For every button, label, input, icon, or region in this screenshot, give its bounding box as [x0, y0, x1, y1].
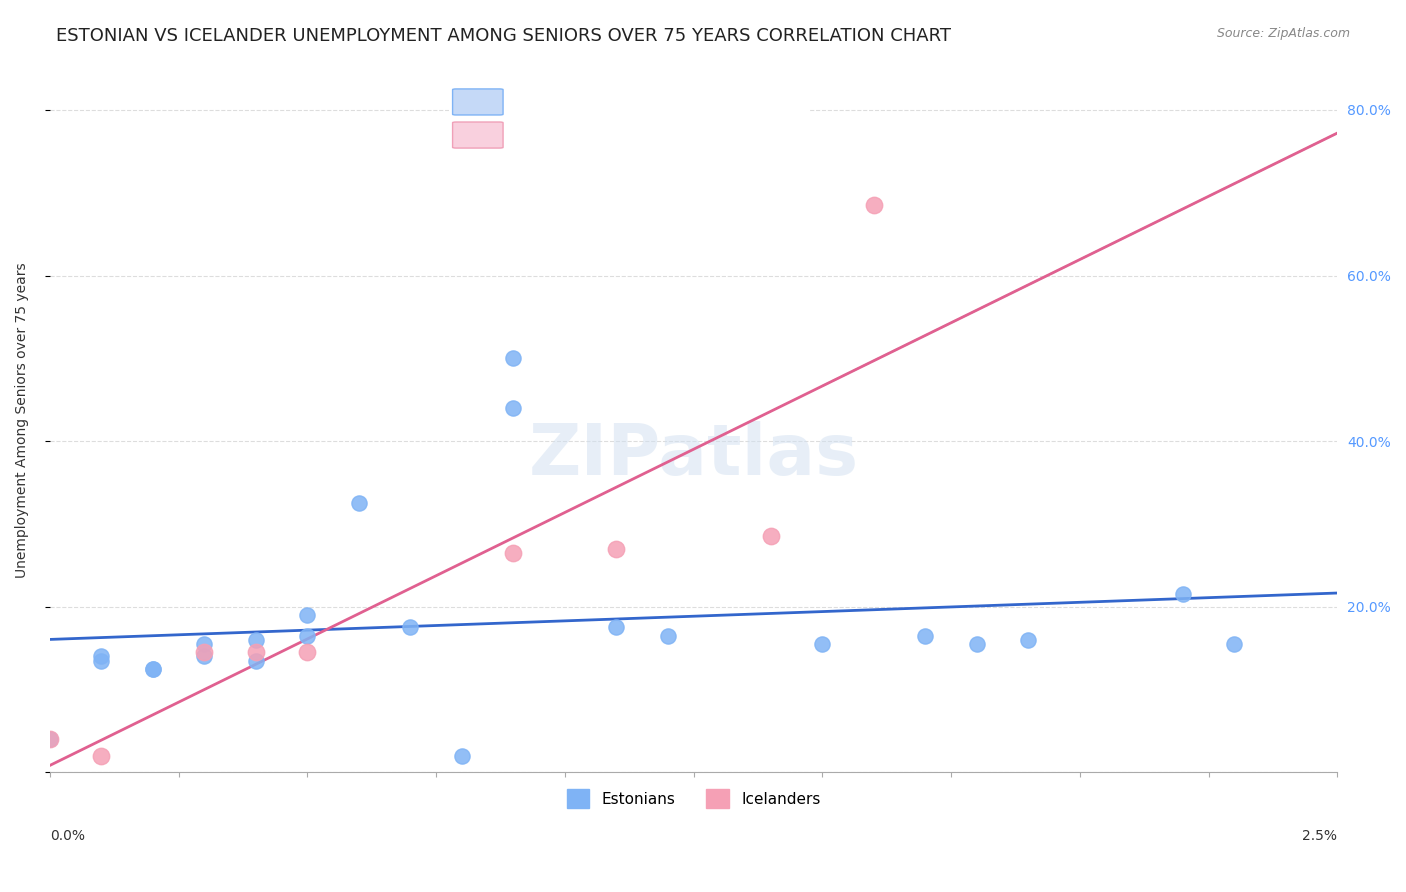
Y-axis label: Unemployment Among Seniors over 75 years: Unemployment Among Seniors over 75 years [15, 262, 30, 578]
Point [1171, 587, 1194, 601]
Point [245, 645, 267, 659]
Point [450, 748, 472, 763]
Point [245, 632, 267, 647]
Point [1017, 632, 1039, 647]
Point [863, 198, 886, 212]
Point [811, 637, 834, 651]
Point [502, 401, 524, 415]
Text: Source: ZipAtlas.com: Source: ZipAtlas.com [1216, 27, 1350, 40]
Point [297, 608, 319, 623]
Point [245, 654, 267, 668]
Point [502, 546, 524, 560]
Point [193, 637, 215, 651]
Point [914, 629, 936, 643]
Point [142, 662, 165, 676]
Point [502, 351, 524, 366]
Point [38, 732, 60, 747]
Point [193, 649, 215, 664]
Point [90, 748, 112, 763]
Text: ESTONIAN VS ICELANDER UNEMPLOYMENT AMONG SENIORS OVER 75 YEARS CORRELATION CHART: ESTONIAN VS ICELANDER UNEMPLOYMENT AMONG… [56, 27, 952, 45]
Point [90, 649, 112, 664]
Point [297, 645, 319, 659]
Point [657, 629, 679, 643]
Point [142, 662, 165, 676]
Point [1223, 637, 1246, 651]
Point [399, 620, 422, 634]
Point [605, 541, 627, 556]
Text: 0.0%: 0.0% [49, 829, 84, 843]
Legend: Estonians, Icelanders: Estonians, Icelanders [561, 783, 827, 814]
Point [966, 637, 988, 651]
Point [605, 620, 627, 634]
Point [38, 732, 60, 747]
Point [193, 645, 215, 659]
Point [759, 529, 782, 543]
Text: ZIPatlas: ZIPatlas [529, 421, 859, 490]
Point [297, 629, 319, 643]
Text: 2.5%: 2.5% [1302, 829, 1337, 843]
Point [90, 654, 112, 668]
Point [347, 496, 370, 510]
